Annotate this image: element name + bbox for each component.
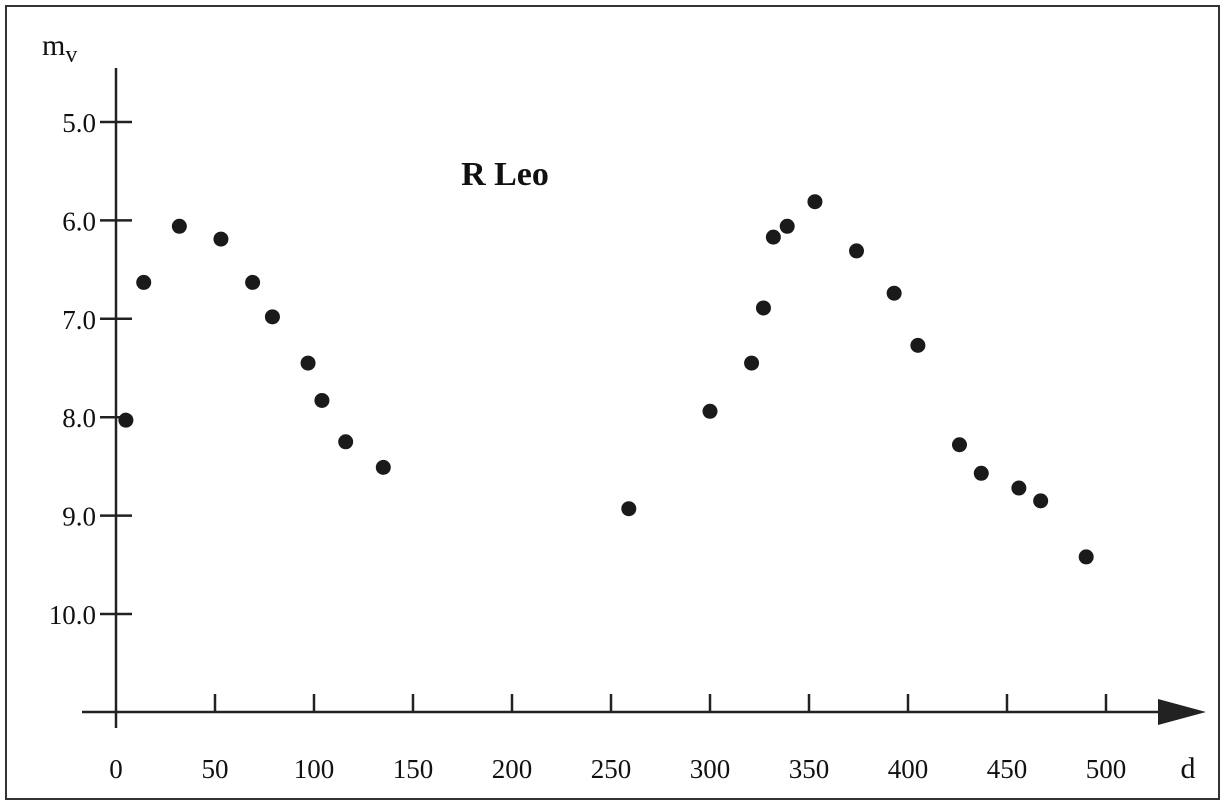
data-point: [849, 243, 865, 259]
data-point: [314, 392, 330, 408]
data-point: [973, 465, 989, 481]
x-tick-label: 150: [393, 754, 434, 784]
data-point: [702, 403, 718, 419]
data-point: [779, 218, 795, 234]
y-tick-label: 6.0: [62, 206, 96, 236]
y-tick-label: 9.0: [62, 502, 96, 532]
data-point: [951, 437, 967, 453]
chart-title: R Leo: [461, 156, 549, 193]
data-point: [755, 300, 771, 316]
axes: [82, 68, 1206, 728]
data-point: [375, 459, 391, 475]
x-axis-arrow: [1158, 699, 1206, 725]
x-tick-label: 300: [690, 754, 731, 784]
data-point: [136, 274, 152, 290]
data-point: [1078, 549, 1094, 565]
x-tick-label: 400: [888, 754, 929, 784]
y-ticks: 5.0 6.0 7.0 8.0 9.0 10.0: [49, 108, 132, 630]
data-point: [300, 355, 316, 371]
data-point: [213, 231, 229, 247]
y-tick-label: 10.0: [49, 600, 96, 630]
data-point: [621, 501, 637, 517]
y-axis-label: mv: [42, 29, 77, 68]
data-point: [171, 218, 187, 234]
data-point: [886, 285, 902, 301]
x-axis-label: d: [1181, 752, 1196, 785]
x-tick-label: 250: [591, 754, 632, 784]
data-point: [245, 274, 261, 290]
data-point: [264, 309, 280, 325]
y-axis-label-main: m: [42, 29, 65, 62]
x-tick-label: 350: [789, 754, 830, 784]
x-tick-label: 50: [202, 754, 229, 784]
x-tick-label: 450: [987, 754, 1028, 784]
data-point: [765, 229, 781, 245]
y-axis-label-subscript: v: [65, 42, 77, 68]
y-tick-label: 7.0: [62, 305, 96, 335]
chart-border: [5, 5, 1220, 800]
x-tick-label: 200: [492, 754, 533, 784]
data-point: [910, 337, 926, 353]
data-point: [118, 412, 134, 428]
data-point: [744, 355, 760, 371]
data-point: [1033, 493, 1049, 509]
x-ticks: 0 50 100 150 200 250 300 350 400 450 500: [109, 694, 1126, 784]
x-tick-label: 0: [109, 754, 123, 784]
data-point: [338, 434, 354, 450]
x-tick-label: 100: [294, 754, 335, 784]
data-points: [118, 194, 1094, 565]
y-tick-label: 8.0: [62, 403, 96, 433]
y-tick-label: 5.0: [62, 108, 96, 138]
data-point: [1011, 480, 1027, 496]
x-tick-label: 500: [1086, 754, 1127, 784]
data-point: [807, 194, 823, 210]
